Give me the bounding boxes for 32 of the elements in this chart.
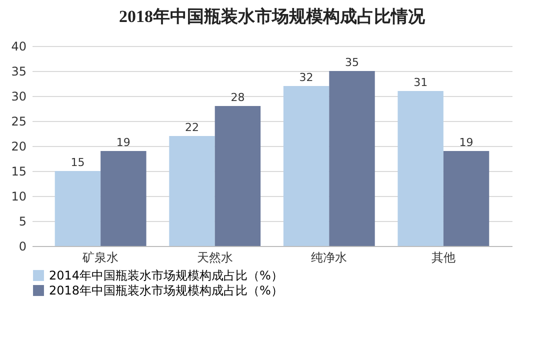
chart-title: 2018年中国瓶装水市场规模构成占比情况 (119, 7, 426, 26)
y-tick-label: 35 (11, 64, 26, 78)
y-tick-label: 5 (18, 214, 26, 228)
bar (443, 151, 490, 246)
data-label: 22 (185, 121, 199, 134)
bar (398, 91, 444, 246)
y-tick-label: 25 (11, 114, 26, 128)
y-tick-label: 0 (18, 240, 26, 254)
bar (100, 151, 146, 246)
y-tick-label: 30 (11, 90, 26, 104)
bar (329, 71, 375, 246)
data-label: 19 (459, 136, 474, 149)
x-tick-label: 矿泉水 (82, 250, 119, 264)
bar (54, 171, 101, 246)
x-tick-label: 其他 (431, 250, 456, 264)
y-tick-label: 40 (11, 40, 26, 54)
bar (214, 106, 261, 246)
data-label: 35 (345, 56, 359, 69)
data-label: 32 (299, 71, 314, 84)
data-label: 19 (116, 136, 130, 149)
data-label: 15 (70, 156, 85, 169)
x-tick-label: 天然水 (196, 250, 233, 264)
x-tick-label: 纯净水 (311, 250, 348, 264)
legend-label: 2014年中国瓶装水市场规模构成占比（%） (49, 268, 283, 282)
data-label: 31 (414, 76, 428, 89)
bar (283, 86, 330, 246)
legend-label: 2018年中国瓶装水市场规模构成占比（%） (49, 284, 283, 298)
y-tick-label: 20 (11, 140, 26, 154)
y-tick-label: 10 (11, 190, 26, 204)
y-tick-label: 15 (11, 164, 26, 178)
data-label: 28 (230, 91, 245, 104)
bar (169, 136, 215, 246)
